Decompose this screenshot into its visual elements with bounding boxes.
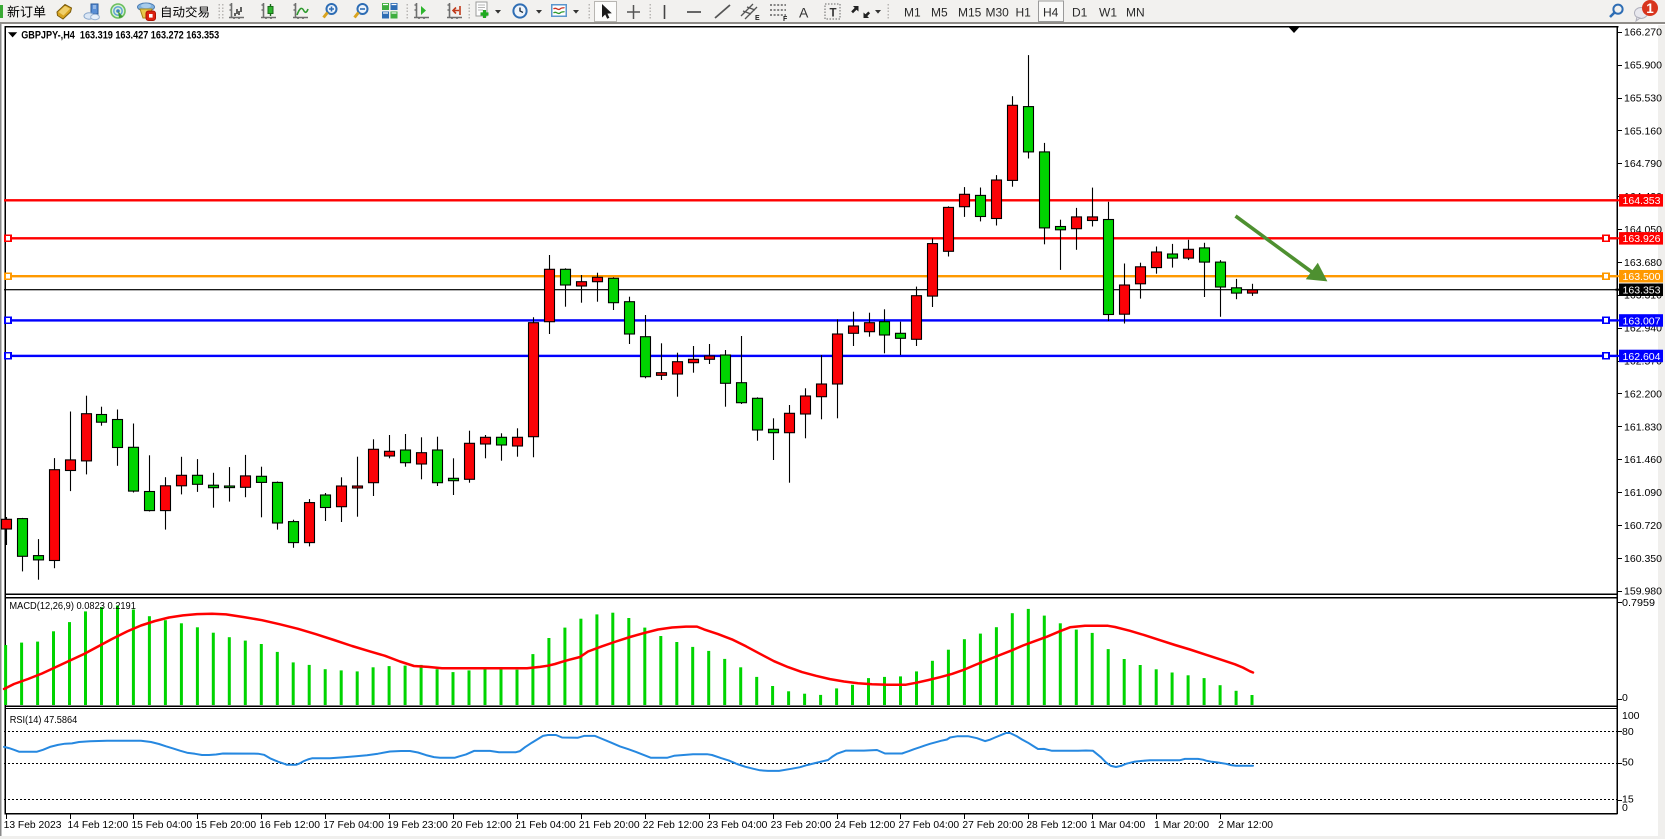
svg-text:RSI(14) 47.5864: RSI(14) 47.5864 xyxy=(10,715,78,726)
svg-text:15: 15 xyxy=(1622,794,1634,806)
svg-text:24 Feb 12:00: 24 Feb 12:00 xyxy=(835,820,896,831)
svg-text:2 Mar 12:00: 2 Mar 12:00 xyxy=(1218,820,1273,831)
svg-text:162.200: 162.200 xyxy=(1624,388,1662,400)
svg-text:T: T xyxy=(830,8,837,20)
svg-text:166.270: 166.270 xyxy=(1624,27,1662,39)
svg-text:H1: H1 xyxy=(1016,6,1032,20)
svg-text:13 Feb 2023: 13 Feb 2023 xyxy=(4,820,62,831)
svg-text:28 Feb 12:00: 28 Feb 12:00 xyxy=(1026,820,1087,831)
svg-text:163.353: 163.353 xyxy=(1623,285,1661,297)
svg-text:A: A xyxy=(799,5,809,21)
svg-text:23 Feb 04:00: 23 Feb 04:00 xyxy=(707,820,768,831)
svg-text:GBPJPY-,H4 163.319 163.427 16: GBPJPY-,H4 163.319 163.427 163.272 163.3… xyxy=(21,30,219,42)
svg-text:163.926: 163.926 xyxy=(1623,233,1661,245)
svg-text:50: 50 xyxy=(1622,756,1634,768)
svg-text:27 Feb 20:00: 27 Feb 20:00 xyxy=(962,820,1023,831)
svg-text:160.720: 160.720 xyxy=(1624,520,1662,532)
svg-text:0.7959: 0.7959 xyxy=(1622,597,1655,609)
svg-text:16 Feb 12:00: 16 Feb 12:00 xyxy=(259,820,320,831)
svg-text:163.680: 163.680 xyxy=(1624,257,1662,269)
svg-text:100: 100 xyxy=(1622,710,1640,722)
svg-text:160.350: 160.350 xyxy=(1624,553,1662,565)
svg-text:17 Feb 04:00: 17 Feb 04:00 xyxy=(323,820,384,831)
svg-text:161.460: 161.460 xyxy=(1624,454,1662,466)
svg-text:161.090: 161.090 xyxy=(1624,487,1662,499)
svg-text:21 Feb 04:00: 21 Feb 04:00 xyxy=(515,820,576,831)
svg-text:M30: M30 xyxy=(986,6,1010,20)
svg-text:1: 1 xyxy=(1646,1,1654,16)
svg-text:164.353: 164.353 xyxy=(1623,195,1661,207)
svg-text:D1: D1 xyxy=(1072,6,1088,20)
svg-text:165.530: 165.530 xyxy=(1624,92,1662,104)
svg-text:27 Feb 04:00: 27 Feb 04:00 xyxy=(898,820,959,831)
svg-text:162.604: 162.604 xyxy=(1623,351,1661,363)
svg-text:163.007: 163.007 xyxy=(1623,315,1661,327)
svg-text:159.980: 159.980 xyxy=(1624,586,1662,598)
svg-text:15 Feb 20:00: 15 Feb 20:00 xyxy=(195,820,256,831)
svg-text:161.830: 161.830 xyxy=(1624,421,1662,433)
svg-text:M5: M5 xyxy=(931,6,948,20)
svg-text:M1: M1 xyxy=(904,6,921,20)
svg-text:M15: M15 xyxy=(958,6,982,20)
svg-text:E: E xyxy=(755,15,760,22)
svg-text:1 Mar 20:00: 1 Mar 20:00 xyxy=(1154,820,1209,831)
svg-text:165.900: 165.900 xyxy=(1624,60,1662,72)
svg-text:22 Feb 12:00: 22 Feb 12:00 xyxy=(643,820,704,831)
svg-text:MN: MN xyxy=(1126,6,1145,20)
svg-text:MACD(12,26,9) 0.0823 0.2191: MACD(12,26,9) 0.0823 0.2191 xyxy=(9,601,136,612)
svg-text:H4: H4 xyxy=(1043,6,1059,20)
svg-text:0: 0 xyxy=(1622,692,1628,704)
svg-text:163.500: 163.500 xyxy=(1623,271,1661,283)
svg-text:20 Feb 12:00: 20 Feb 12:00 xyxy=(451,820,512,831)
svg-text:0: 0 xyxy=(1622,802,1628,814)
svg-text:19 Feb 23:00: 19 Feb 23:00 xyxy=(387,820,448,831)
svg-text:21 Feb 20:00: 21 Feb 20:00 xyxy=(579,820,640,831)
svg-text:14 Feb 12:00: 14 Feb 12:00 xyxy=(68,820,129,831)
svg-text:F: F xyxy=(783,16,788,23)
svg-text:164.790: 164.790 xyxy=(1624,158,1662,170)
svg-text:165.160: 165.160 xyxy=(1624,125,1662,137)
svg-text:W1: W1 xyxy=(1099,6,1117,20)
svg-text:23 Feb 20:00: 23 Feb 20:00 xyxy=(771,820,832,831)
svg-text:1 Mar 04:00: 1 Mar 04:00 xyxy=(1090,820,1145,831)
svg-text:15 Feb 04:00: 15 Feb 04:00 xyxy=(131,820,192,831)
svg-text:80: 80 xyxy=(1622,726,1634,738)
